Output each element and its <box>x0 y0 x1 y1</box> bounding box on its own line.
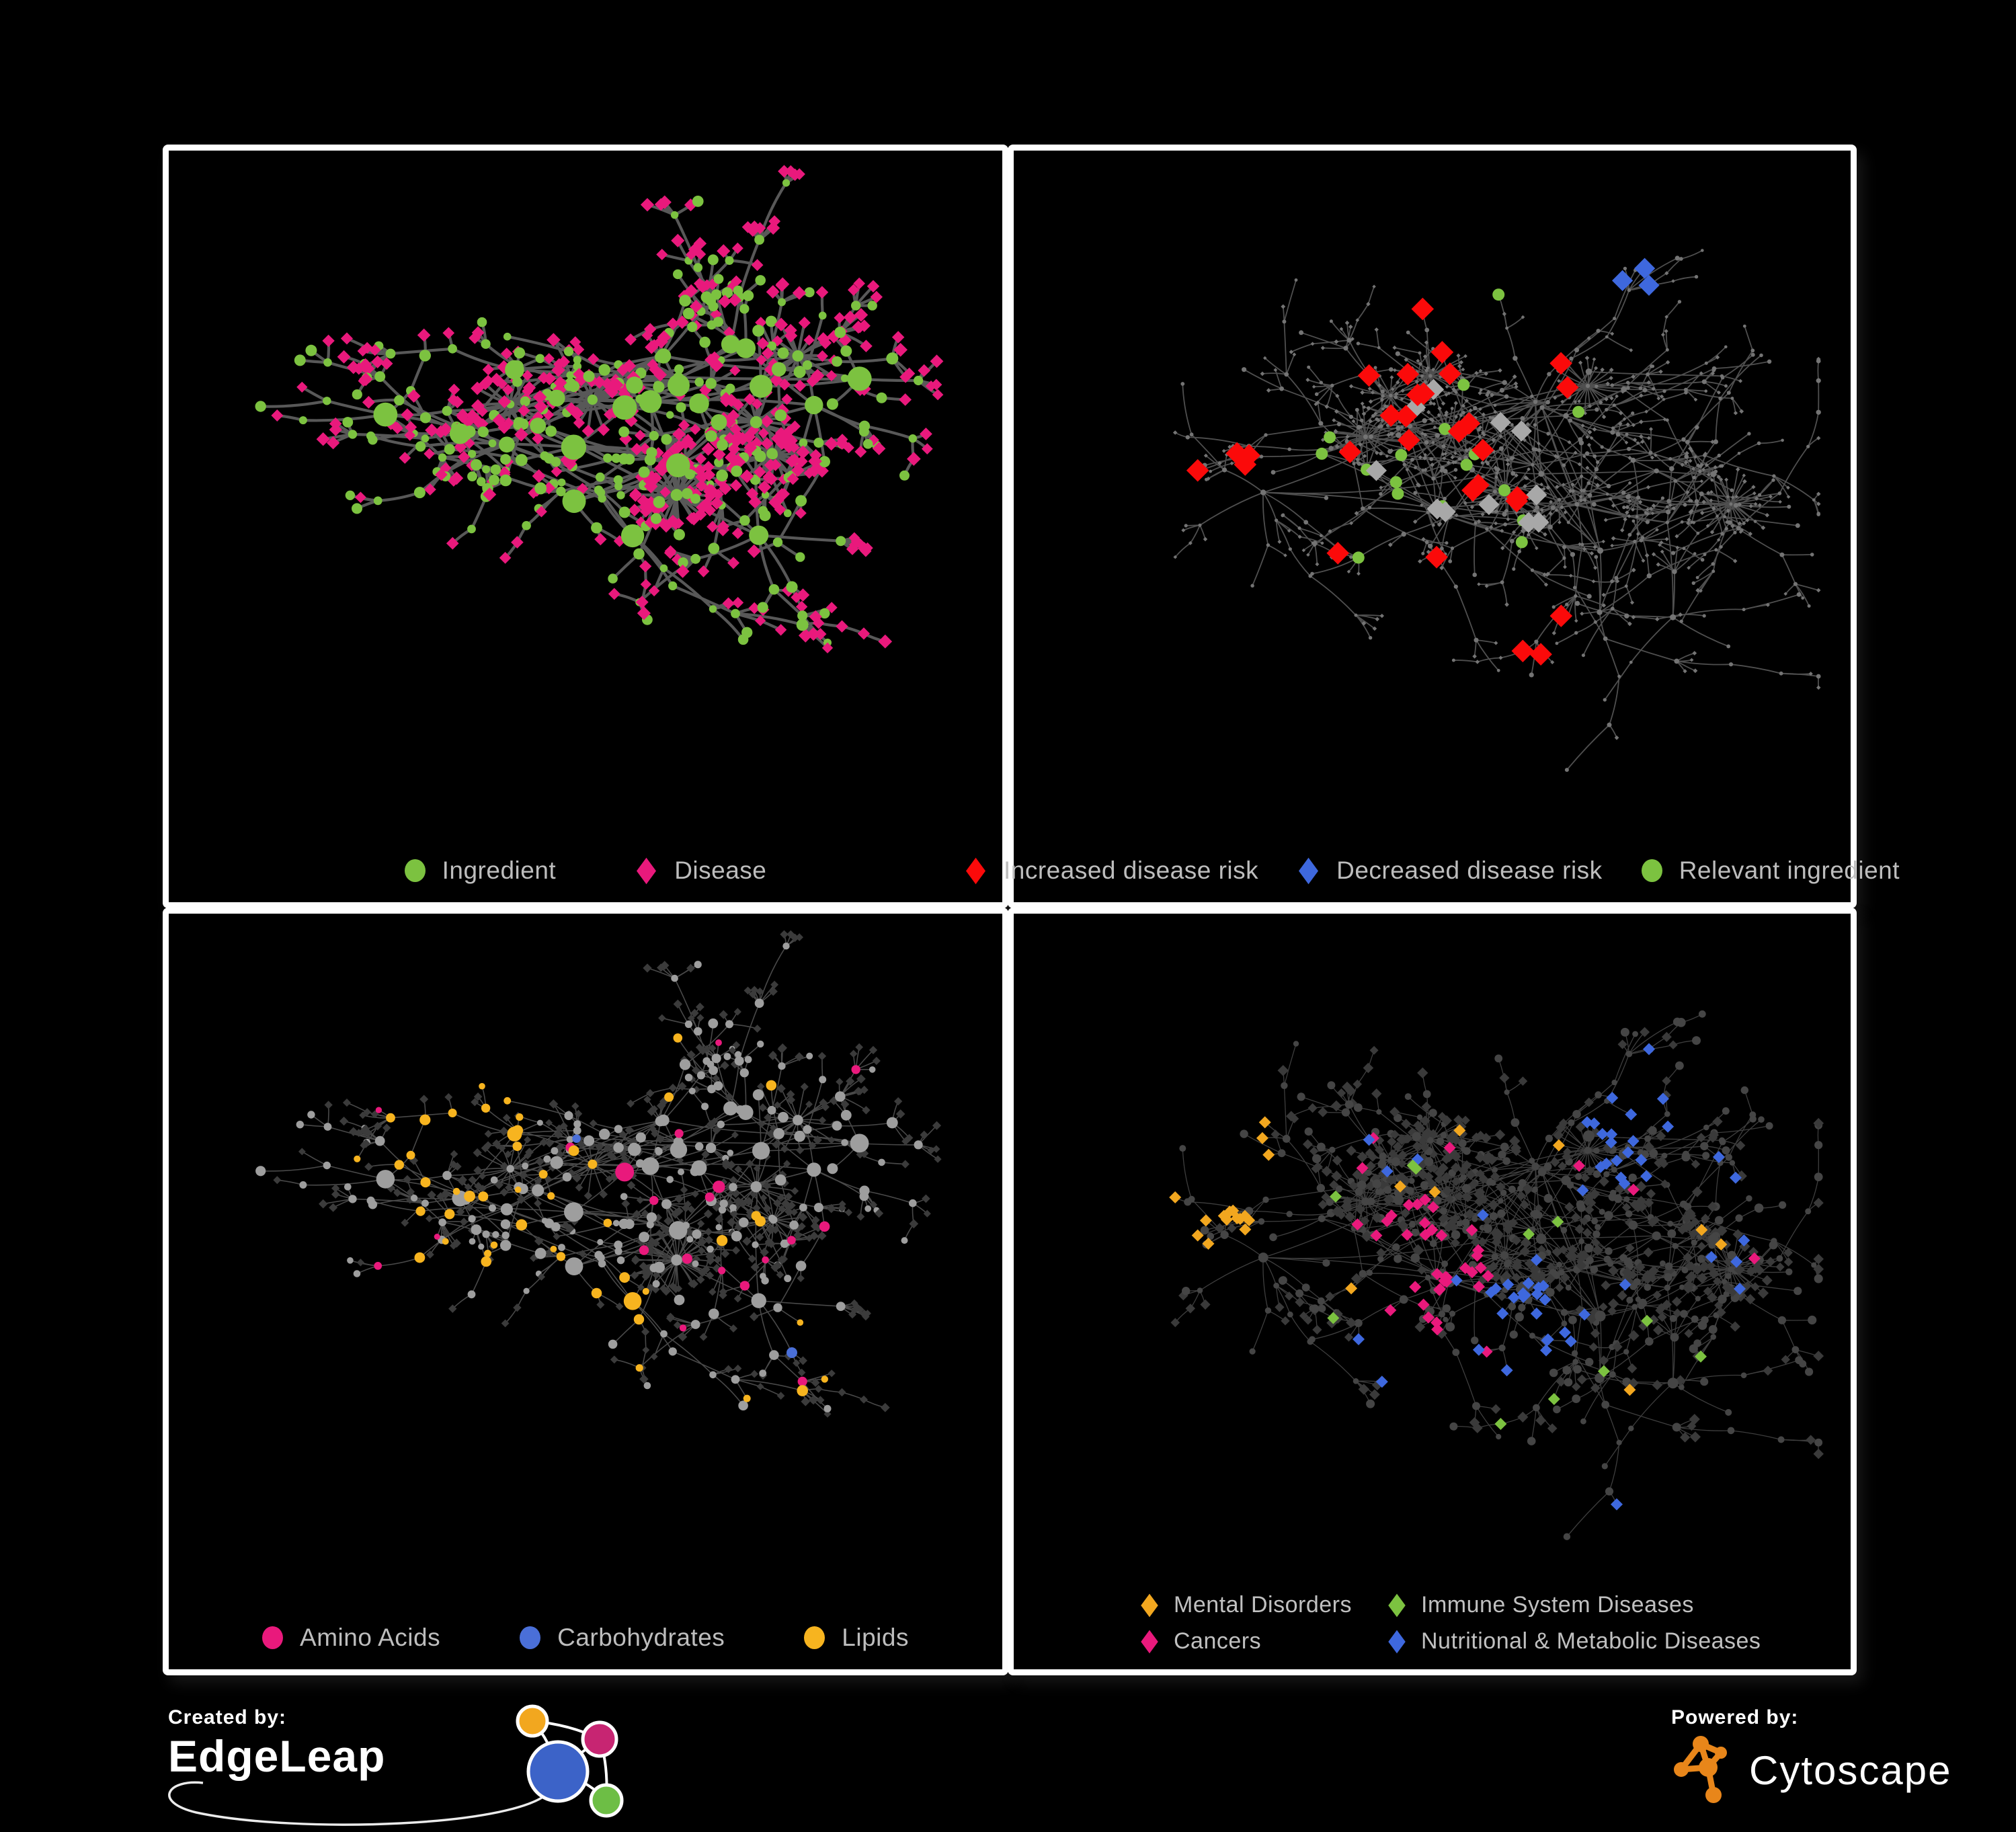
powered-by-block: Powered by: Cytoscape <box>1671 1706 2007 1821</box>
legend-item: Immune System Diseases <box>1387 1592 1761 1618</box>
legend-label: Nutritional & Metabolic Diseases <box>1421 1628 1761 1655</box>
powered-by-row: Cytoscape <box>1671 1730 2007 1810</box>
legend-diamond-swatch <box>1388 1630 1406 1653</box>
legend-ingredient-disease: Ingredient Disease <box>169 857 1002 885</box>
cytoscape-logo-icon <box>1671 1730 1738 1810</box>
legend-item: Relevant ingredient <box>1642 857 1900 885</box>
legend-diamond-swatch <box>637 857 656 884</box>
legend-circle-swatch <box>520 1626 540 1649</box>
legend-circle-swatch <box>804 1626 825 1649</box>
legend-circle-swatch <box>405 859 426 882</box>
panel-nutrient-classes: Amino Acids Carbohydrates Lipids <box>163 908 1008 1675</box>
edgeleap-brand: EdgeLeap <box>168 1730 545 1782</box>
legend-label: Relevant ingredient <box>1679 857 1900 885</box>
network-disease-categories <box>1014 914 1851 1669</box>
created-by-label: Created by: <box>168 1706 545 1729</box>
legend-item: Disease <box>635 857 766 885</box>
network-disease-risk <box>1014 151 1851 902</box>
panel-disease-categories: Mental Disorders Immune System Diseases Ca… <box>1008 908 1857 1675</box>
legend-item: Ingredient <box>405 857 557 885</box>
legend-label: Amino Acids <box>300 1624 440 1652</box>
powered-by-label: Powered by: <box>1671 1706 2007 1729</box>
legend-diamond-swatch <box>1299 857 1318 884</box>
legend-circle-swatch <box>262 1626 283 1649</box>
legend-label: Mental Disorders <box>1174 1592 1352 1618</box>
network-nutrient-classes <box>169 914 1002 1669</box>
legend-diamond-swatch <box>1141 1630 1158 1653</box>
legend-nutrient-classes: Amino Acids Carbohydrates Lipids <box>169 1624 1002 1652</box>
legend-diamond-swatch <box>966 857 985 884</box>
legend-label: Lipids <box>842 1624 909 1652</box>
network-ingredient-disease <box>169 151 1002 902</box>
panel-ingredient-disease: Ingredient Disease <box>163 145 1008 908</box>
legend-label: Immune System Diseases <box>1421 1592 1694 1618</box>
legend-item: Lipids <box>804 1624 909 1652</box>
legend-item: Carbohydrates <box>520 1624 725 1652</box>
legend-label: Decreased disease risk <box>1336 857 1603 885</box>
legend-disease-categories: Mental Disorders Immune System Diseases Ca… <box>1140 1592 1761 1655</box>
legend-diamond-swatch <box>1141 1593 1158 1617</box>
cytoscape-brand: Cytoscape <box>1749 1747 1951 1794</box>
legend-label: Increased disease risk <box>1004 857 1258 885</box>
legend-diamond-swatch <box>1388 1593 1406 1617</box>
legend-circle-swatch <box>1642 859 1662 882</box>
legend-label: Carbohydrates <box>557 1624 725 1652</box>
legend-label: Disease <box>674 857 766 885</box>
legend-item: Increased disease risk <box>965 857 1258 885</box>
legend-item: Amino Acids <box>262 1624 440 1652</box>
legend-item: Mental Disorders <box>1140 1592 1387 1618</box>
legend-item: Nutritional & Metabolic Diseases <box>1387 1628 1761 1655</box>
legend-item: Cancers <box>1140 1628 1387 1655</box>
created-by-block: Created by: EdgeLeap <box>168 1706 545 1821</box>
legend-label: Cancers <box>1174 1628 1261 1655</box>
legend-label: Ingredient <box>442 857 557 885</box>
legend-item: Decreased disease risk <box>1297 857 1603 885</box>
